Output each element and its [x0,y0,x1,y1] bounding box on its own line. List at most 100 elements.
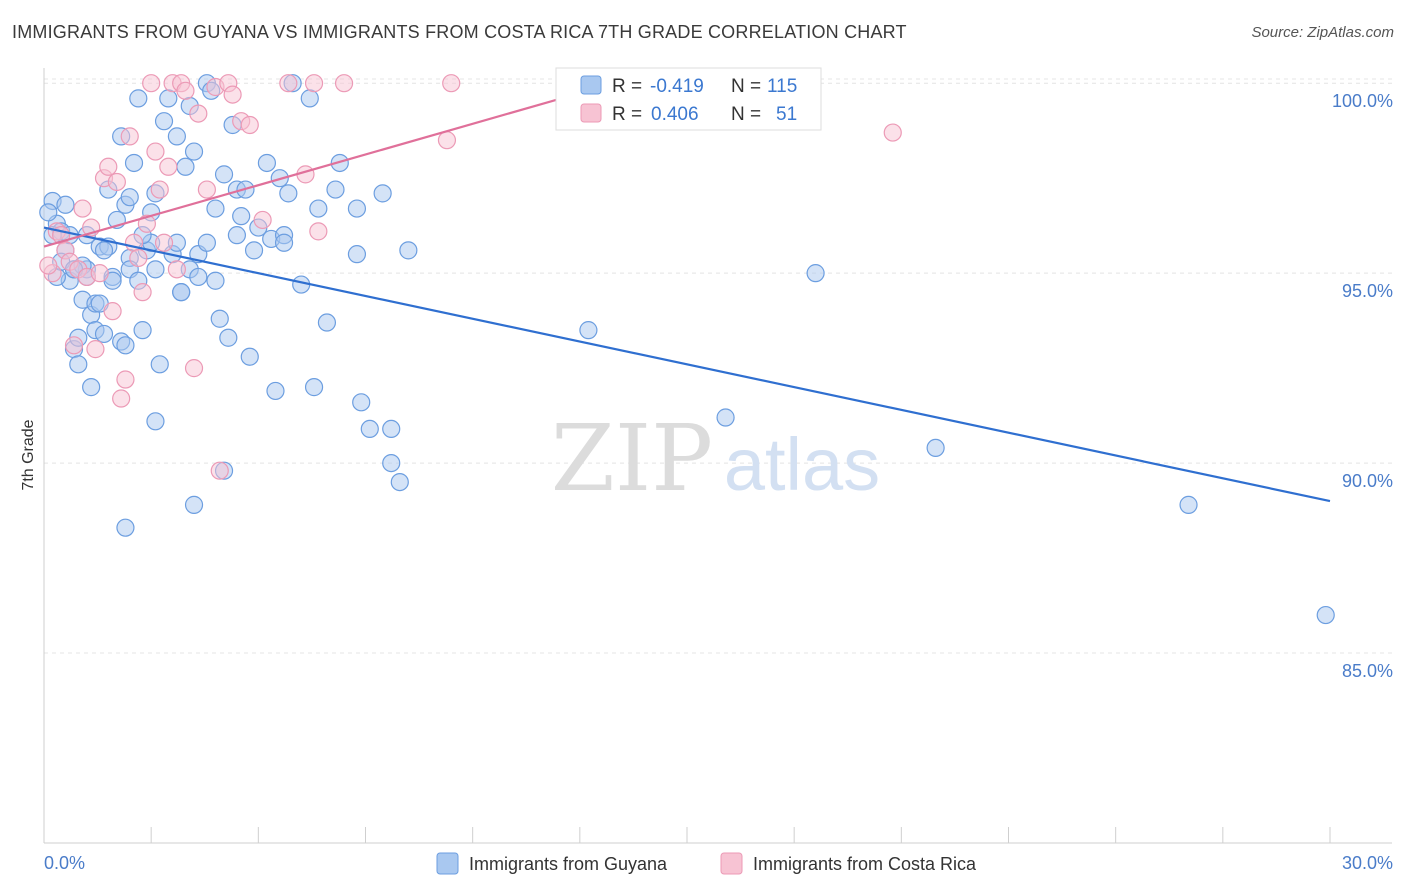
point-guyana [56,195,75,214]
point-costa-rica [64,336,84,355]
x-tick-label: 30.0% [1342,853,1393,873]
point-costa-rica [279,74,298,93]
point-costa-rica [309,222,328,241]
point-guyana [926,438,945,458]
point-guyana [227,226,246,245]
point-guyana [82,378,101,397]
point-guyana [274,233,294,252]
point-guyana [159,89,178,108]
point-costa-rica [150,180,169,199]
point-guyana [279,184,298,203]
point-guyana [352,393,371,412]
point-guyana [124,153,144,173]
point-costa-rica [129,248,148,268]
point-costa-rica [197,180,216,199]
point-guyana [326,180,345,199]
chart-title: IMMIGRANTS FROM GUYANA VS IMMIGRANTS FRO… [12,22,907,42]
legend-swatch-costa-rica [580,103,602,123]
legend-swatch-guyana [580,75,602,95]
point-costa-rica [107,172,126,192]
point-guyana [382,453,401,473]
point-costa-rica [99,157,118,176]
axes [43,68,1392,844]
point-guyana [219,328,238,347]
point-costa-rica [176,81,195,100]
legend-r-label-guyana: R = [612,76,642,97]
point-guyana [94,324,114,344]
point-costa-rica [159,157,178,176]
trend-line-costa-rica [43,85,602,248]
point-guyana [116,336,135,355]
legend-n-value-guyana: 115 [767,76,797,97]
legend-r-label-costa-rica: R = [612,104,642,125]
point-guyana [154,112,174,131]
trend-lines [43,85,1331,503]
legend-r-value-guyana: -0.419 [650,76,704,97]
point-guyana [304,378,324,397]
point-costa-rica [253,210,272,230]
point-guyana [184,495,204,514]
legend-n-label-guyana: N = [731,76,761,97]
series-legend-label-costa-rica: Immigrants from Costa Rica [753,854,977,874]
legend-n-value-costa-rica: 51 [776,104,797,125]
point-guyana [382,419,401,439]
point-guyana [347,245,367,264]
watermark: ZIP atlas [551,405,880,512]
y-axis-label: 7th Grade [20,419,37,490]
point-costa-rica [154,233,174,252]
y-tick-label: 90.0% [1342,471,1393,491]
series-legend-swatch-costa-rica [720,852,743,875]
point-guyana [133,321,152,340]
point-guyana [172,283,191,302]
point-guyana [244,241,264,260]
point-guyana [257,153,277,173]
point-costa-rica [146,142,165,161]
point-guyana [360,419,379,439]
point-costa-rica [189,104,208,123]
point-guyana [806,264,825,283]
point-costa-rica [103,302,122,321]
y-tick-label: 100.0% [1332,91,1393,111]
point-guyana [232,207,251,226]
point-guyana [184,142,204,161]
point-guyana [1179,495,1198,514]
point-guyana [120,188,139,207]
point-costa-rica [442,74,461,93]
gridlines [44,78,1392,654]
point-costa-rica [223,85,242,104]
point-guyana [240,347,259,366]
point-guyana [399,241,418,260]
point-guyana [347,199,367,218]
point-guyana [39,203,58,222]
point-guyana [390,472,409,492]
point-guyana [176,157,195,176]
point-costa-rica [334,74,354,93]
point-guyana [214,165,234,184]
point-guyana [146,412,165,431]
point-guyana [579,321,598,340]
point-guyana [167,127,186,146]
y-tick-label: 95.0% [1342,281,1393,301]
point-costa-rica [116,370,135,389]
point-guyana [94,241,114,260]
point-costa-rica [39,256,58,275]
point-costa-rica [437,131,457,150]
series-legend-label-guyana: Immigrants from Guyana [469,854,668,874]
series-legend: Immigrants from Guyana Immigrants from C… [436,852,977,875]
tick-labels: 85.0% 90.0% 95.0% 100.0% 0.0% 30.0% [44,91,1393,873]
point-guyana [189,267,208,287]
point-guyana [300,89,319,108]
point-guyana [210,309,229,328]
point-guyana [206,199,225,218]
point-guyana [373,184,392,203]
x-tick-label: 0.0% [44,853,85,873]
point-guyana [146,260,165,279]
point-costa-rica [137,214,156,233]
point-guyana [266,381,285,401]
point-costa-rica [210,461,229,480]
legend-r-value-costa-rica: 0.406 [651,104,699,125]
point-guyana [197,233,216,252]
source-credit: Source: ZipAtlas.com [1251,24,1394,41]
y-tick-label: 85.0% [1342,661,1393,681]
point-costa-rica [90,264,109,283]
